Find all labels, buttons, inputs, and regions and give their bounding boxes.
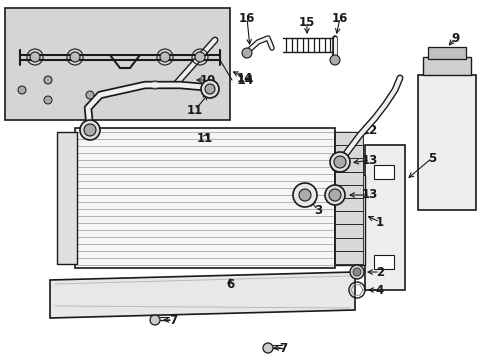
Circle shape	[84, 124, 96, 136]
Circle shape	[352, 268, 360, 276]
Circle shape	[333, 156, 346, 168]
Polygon shape	[364, 145, 404, 290]
Bar	[373, 165, 393, 179]
Circle shape	[263, 343, 272, 353]
Bar	[427, 47, 465, 59]
Text: 4: 4	[375, 284, 384, 297]
Text: 14: 14	[236, 72, 253, 85]
Circle shape	[70, 52, 80, 62]
Bar	[334, 198, 362, 211]
Bar	[57, 132, 77, 264]
Text: 3: 3	[313, 203, 322, 216]
Bar	[334, 172, 362, 185]
Text: 14: 14	[236, 73, 253, 86]
Text: 6: 6	[225, 279, 234, 292]
Bar	[75, 128, 334, 268]
Text: 7: 7	[168, 314, 177, 327]
Circle shape	[80, 120, 100, 140]
Text: 7: 7	[278, 342, 286, 355]
Text: 1: 1	[375, 216, 383, 229]
Text: 8: 8	[462, 62, 470, 75]
Circle shape	[151, 81, 159, 89]
Bar	[334, 251, 362, 264]
Polygon shape	[50, 272, 354, 318]
Text: 9: 9	[450, 31, 458, 45]
Bar	[417, 75, 475, 210]
Circle shape	[30, 52, 40, 62]
Circle shape	[325, 185, 345, 205]
Circle shape	[201, 80, 219, 98]
Text: 13: 13	[361, 153, 377, 166]
Text: 11: 11	[197, 131, 213, 144]
Bar	[334, 185, 362, 198]
Circle shape	[204, 84, 215, 94]
Bar	[334, 158, 362, 172]
Bar	[334, 211, 362, 224]
Bar	[334, 238, 362, 251]
Bar	[422, 57, 470, 75]
Circle shape	[328, 189, 340, 201]
Bar	[5, 8, 229, 120]
Circle shape	[292, 183, 316, 207]
Circle shape	[329, 152, 349, 172]
Circle shape	[44, 96, 52, 104]
Text: 15: 15	[298, 15, 315, 28]
Text: 16: 16	[331, 12, 347, 24]
Text: 12: 12	[361, 123, 377, 136]
Circle shape	[86, 91, 94, 99]
Text: 13: 13	[361, 189, 377, 202]
Circle shape	[298, 189, 310, 201]
Bar	[334, 145, 362, 158]
Circle shape	[349, 265, 363, 279]
Circle shape	[242, 48, 251, 58]
Bar	[334, 132, 362, 145]
Circle shape	[44, 76, 52, 84]
Circle shape	[18, 86, 26, 94]
Polygon shape	[334, 175, 364, 265]
Circle shape	[329, 55, 339, 65]
Text: 10: 10	[200, 73, 216, 86]
Text: 2: 2	[375, 266, 383, 279]
Circle shape	[195, 52, 204, 62]
Bar	[373, 255, 393, 269]
Circle shape	[150, 315, 160, 325]
Text: 11: 11	[186, 104, 203, 117]
Text: 5: 5	[427, 152, 435, 165]
Circle shape	[160, 52, 170, 62]
Bar	[334, 224, 362, 238]
Text: 16: 16	[238, 12, 255, 24]
